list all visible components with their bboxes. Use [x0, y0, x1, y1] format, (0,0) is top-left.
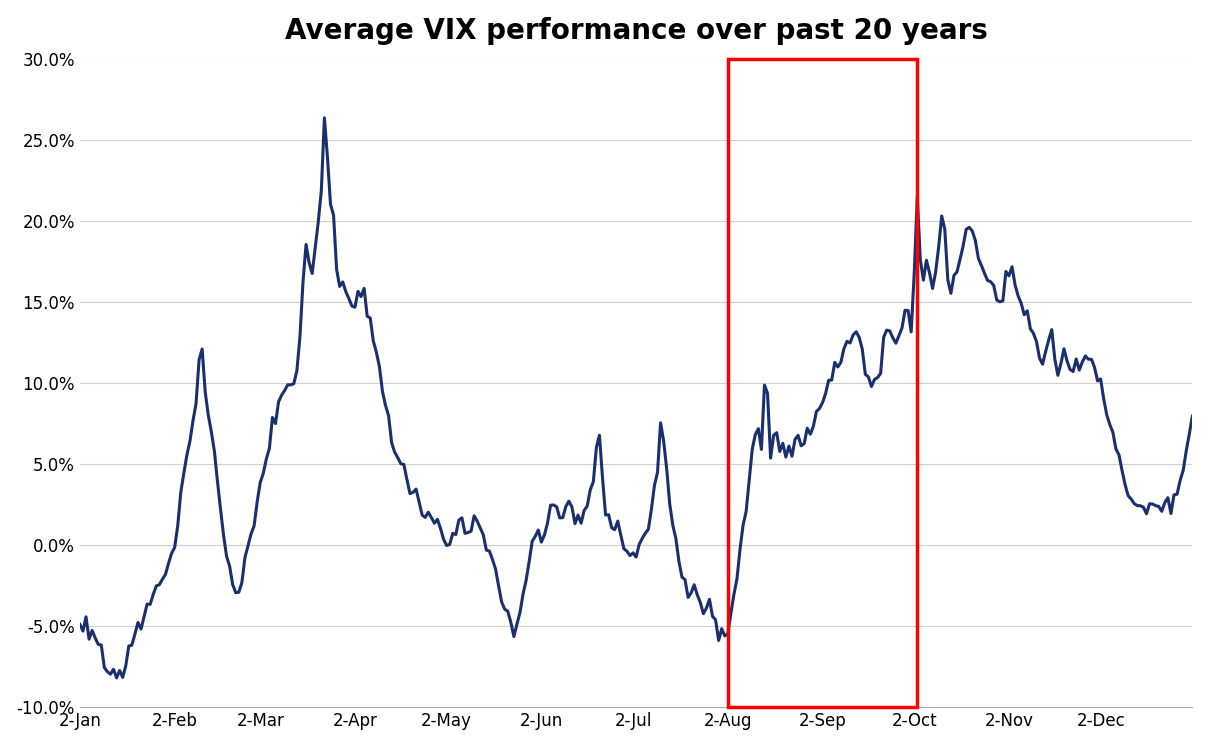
Bar: [728, 60, 918, 707]
Title: Average VIX performance over past 20 years: Average VIX performance over past 20 yea…: [284, 16, 988, 45]
